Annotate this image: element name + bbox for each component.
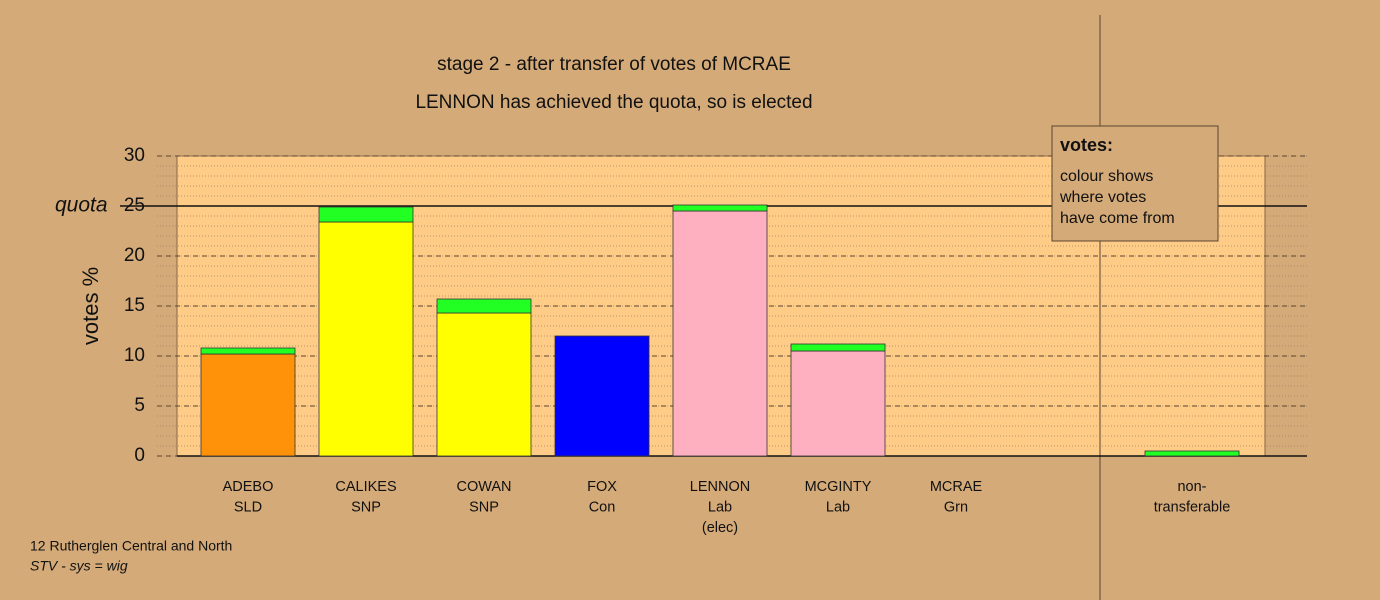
x-tick-label: MCRAE [930, 479, 983, 495]
x-tick-label: Lab [708, 499, 732, 515]
y-tick-label: 30 [124, 145, 145, 166]
bar-segment [436, 298, 532, 314]
y-tick-label: 15 [124, 295, 145, 316]
x-tick-label: COWAN [456, 479, 511, 495]
y-tick-label: 20 [124, 245, 145, 266]
bar-segment [790, 343, 886, 352]
footer: 12 Rutherglen Central and North [30, 538, 232, 554]
x-tick-label: FOX [587, 479, 617, 495]
x-tick-label: non- [1177, 479, 1206, 495]
chart-title: stage 2 - after transfer of votes of MCR… [437, 54, 791, 75]
x-tick-label: MCGINTY [805, 479, 872, 495]
legend-title: votes: [1060, 135, 1113, 155]
quota-label: quota [55, 194, 108, 217]
x-tick-label: Grn [944, 499, 968, 515]
bar-segment [672, 210, 768, 457]
bar-segment [200, 347, 296, 355]
y-tick-label: 10 [124, 345, 145, 366]
legend-text: where votes [1059, 189, 1146, 206]
x-tick-label: SNP [351, 499, 381, 515]
x-tick-label: SLD [234, 499, 262, 515]
bar-segment [200, 353, 296, 457]
bar-segment [1144, 450, 1240, 457]
x-tick-label: transferable [1154, 499, 1231, 515]
x-tick-label: (elec) [702, 520, 738, 536]
x-tick-label: Lab [826, 499, 850, 515]
x-tick-label: SNP [469, 499, 499, 515]
chart-subtitle: LENNON has achieved the quota, so is ele… [415, 92, 812, 113]
x-tick-label: ADEBO [223, 479, 274, 495]
y-axis-label: votes % [78, 267, 103, 345]
x-tick-label: LENNON [690, 479, 750, 495]
legend-text: have come from [1060, 210, 1175, 227]
y-tick-label: 0 [134, 445, 145, 466]
x-tick-label: Con [589, 499, 616, 515]
bar-segment [554, 335, 650, 457]
bar-segment [790, 350, 886, 457]
bar-segment [672, 204, 768, 212]
x-tick-label: CALIKES [335, 479, 396, 495]
bar-segment [318, 221, 414, 457]
y-tick-label: 5 [134, 395, 145, 416]
legend-box [1051, 125, 1219, 242]
footer: STV - sys = wig [30, 558, 128, 574]
bar-segment [318, 206, 414, 223]
bar-segment [436, 312, 532, 457]
legend-text: colour shows [1060, 168, 1153, 185]
